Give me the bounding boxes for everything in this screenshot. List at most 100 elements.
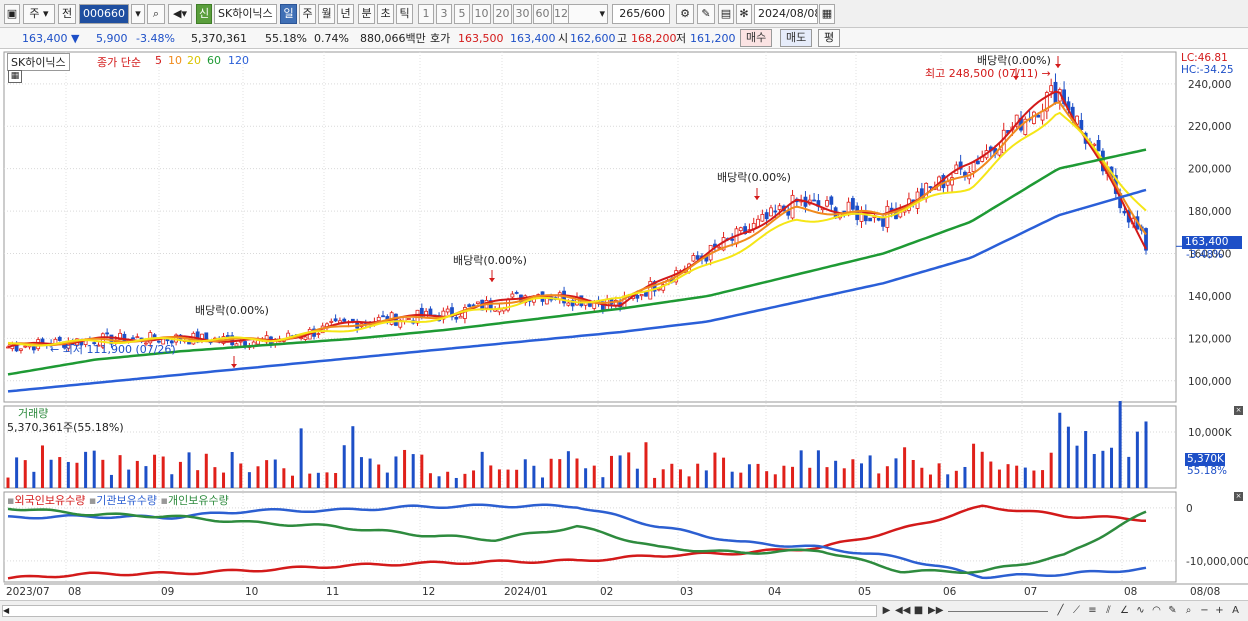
zoom-slider[interactable] xyxy=(948,604,1048,618)
buy-button[interactable]: 매수 xyxy=(740,29,773,47)
draw-arc-icon[interactable]: ◠ xyxy=(1152,605,1161,616)
period-tab[interactable]: 초 xyxy=(377,4,394,24)
holding-tick-label: -10,000,000 xyxy=(1186,556,1248,568)
volume-bar xyxy=(23,460,27,488)
scroll-right-icon[interactable]: ▶ xyxy=(882,605,891,616)
period-tab[interactable]: 분 xyxy=(358,4,375,24)
interval-button[interactable]: 30 xyxy=(513,4,532,24)
interval-button[interactable]: 120 xyxy=(553,4,569,24)
volume-bar xyxy=(885,466,889,488)
zoom-in-icon[interactable]: + xyxy=(1215,605,1224,616)
candle-body xyxy=(243,341,247,347)
draw-ray-icon[interactable]: ⟋ xyxy=(1073,605,1080,616)
volume-bar xyxy=(963,466,967,488)
rewind-icon[interactable]: ◀◀ xyxy=(895,605,911,616)
horizontal-scrollbar[interactable]: ◀ xyxy=(2,605,877,617)
volume-bar xyxy=(1084,431,1088,488)
range-field[interactable]: 265/600 xyxy=(612,4,670,24)
draw-channel-icon[interactable]: ⫽ xyxy=(1106,605,1111,616)
save-icon[interactable]: ▤ xyxy=(718,4,734,24)
draw-fib-icon[interactable]: ≡ xyxy=(1088,605,1097,616)
time-tick-label: 10 xyxy=(245,586,258,598)
interval-button[interactable]: 10 xyxy=(472,4,491,24)
draw-tool-icon[interactable]: ✎ xyxy=(697,4,715,24)
zoom-out-icon[interactable]: − xyxy=(1200,605,1209,616)
stock-chart[interactable]: 100,000 120,000 140,000 160,000 180,000 200,0… xyxy=(0,50,1248,600)
volume-bar xyxy=(1101,450,1105,488)
candle-body xyxy=(156,340,161,343)
draw-angle-icon[interactable]: ∠ xyxy=(1120,605,1129,616)
forward-icon[interactable]: ▶▶ xyxy=(928,605,944,616)
range-select[interactable]: ▾ xyxy=(568,4,608,24)
date-field[interactable]: 2024/08/08 xyxy=(754,4,818,24)
candle-body xyxy=(760,213,765,222)
window-icon[interactable]: ▣ xyxy=(4,4,20,24)
calendar-icon[interactable]: ▦ xyxy=(819,4,835,24)
ma-line-5 xyxy=(7,90,1147,348)
candle-body xyxy=(135,336,140,339)
eval-button[interactable]: 평 xyxy=(818,29,841,47)
interval-button[interactable]: 20 xyxy=(493,4,512,24)
speaker-icon[interactable]: ◀▾ xyxy=(168,4,192,24)
time-tick-label: 06 xyxy=(943,586,957,598)
scroll-left-icon[interactable]: ◀ xyxy=(3,606,10,615)
period-tab[interactable]: 년 xyxy=(337,4,354,24)
volume-bar xyxy=(877,473,881,488)
candle-body xyxy=(738,227,743,232)
ma120-legend: 120 xyxy=(228,54,249,67)
text-tool-icon[interactable]: A xyxy=(1232,605,1239,616)
time-tick-label: 03 xyxy=(680,586,693,598)
draw-line-icon[interactable]: ╱ xyxy=(1057,605,1064,616)
volume-bar xyxy=(791,466,795,488)
volume-bar xyxy=(989,461,993,488)
candle-body xyxy=(299,337,304,339)
interval-button[interactable]: 3 xyxy=(436,4,452,24)
period-select[interactable]: 주 ▾ xyxy=(23,4,55,24)
close-icon[interactable]: × xyxy=(1234,406,1243,415)
volume-tick-label: 10,000K xyxy=(1188,427,1233,439)
volume-bar xyxy=(816,450,820,488)
ma5-legend: 5 xyxy=(155,54,162,67)
volume-bar xyxy=(1023,467,1027,488)
stock-name-field[interactable]: SK하이닉스 xyxy=(214,4,277,24)
period-tab[interactable]: 주 xyxy=(299,4,316,24)
zoom-icon[interactable]: ⌕ xyxy=(1185,605,1192,616)
volume-bar xyxy=(609,455,613,488)
interval-button[interactable]: 1 xyxy=(418,4,434,24)
volume-bar xyxy=(1127,456,1131,488)
gear-icon[interactable]: ✻ xyxy=(736,4,752,24)
table-icon[interactable]: ▦ xyxy=(8,70,22,83)
ma-line-120 xyxy=(7,188,1147,393)
holding-panel-frame xyxy=(3,491,1177,583)
stop-icon[interactable]: ■ xyxy=(913,605,924,616)
close-icon[interactable]: × xyxy=(1234,492,1243,501)
candle-body xyxy=(333,318,338,322)
candle-body xyxy=(19,348,23,351)
volume-bar xyxy=(627,452,631,488)
candle-body xyxy=(769,207,773,217)
draw-pen-icon[interactable]: ✎ xyxy=(1168,605,1177,616)
volume-bar xyxy=(256,466,260,488)
volume-bar xyxy=(40,445,44,488)
prev-button[interactable]: 전 xyxy=(58,4,76,24)
search-icon[interactable]: ⌕ xyxy=(147,4,165,24)
period-tab[interactable]: 틱 xyxy=(396,4,413,24)
draw-wave-icon[interactable]: ∿ xyxy=(1136,605,1145,616)
volume-bar xyxy=(359,457,363,488)
sell-button[interactable]: 매도 xyxy=(780,29,813,47)
interval-button[interactable]: 5 xyxy=(454,4,470,24)
volume-bar xyxy=(1135,431,1139,488)
interval-button[interactable]: 60 xyxy=(533,4,552,24)
candle-body xyxy=(100,333,105,348)
scroll-toolbar: ◀ ▶ ◀◀ ■ ▶▶ ╱ ⟋ ≡ ⫽ ∠ ∿ ◠ ✎ ⌕ − + A xyxy=(0,600,1248,621)
dividend-arrowhead xyxy=(1013,76,1019,80)
chart-settings-icon[interactable]: ⚙ xyxy=(676,4,694,24)
stock-code-input[interactable]: 000660 xyxy=(79,4,129,24)
price-tick-label: 140,000 xyxy=(1188,291,1231,303)
volume-bar xyxy=(49,459,53,488)
period-tab[interactable]: 월 xyxy=(318,4,335,24)
chevron-down-icon[interactable]: ▾ xyxy=(131,4,145,24)
period-tab[interactable]: 일 xyxy=(280,4,297,24)
price-tick-label: 180,000 xyxy=(1188,206,1231,218)
chart-stock-name[interactable]: SK하이닉스 xyxy=(7,53,70,71)
